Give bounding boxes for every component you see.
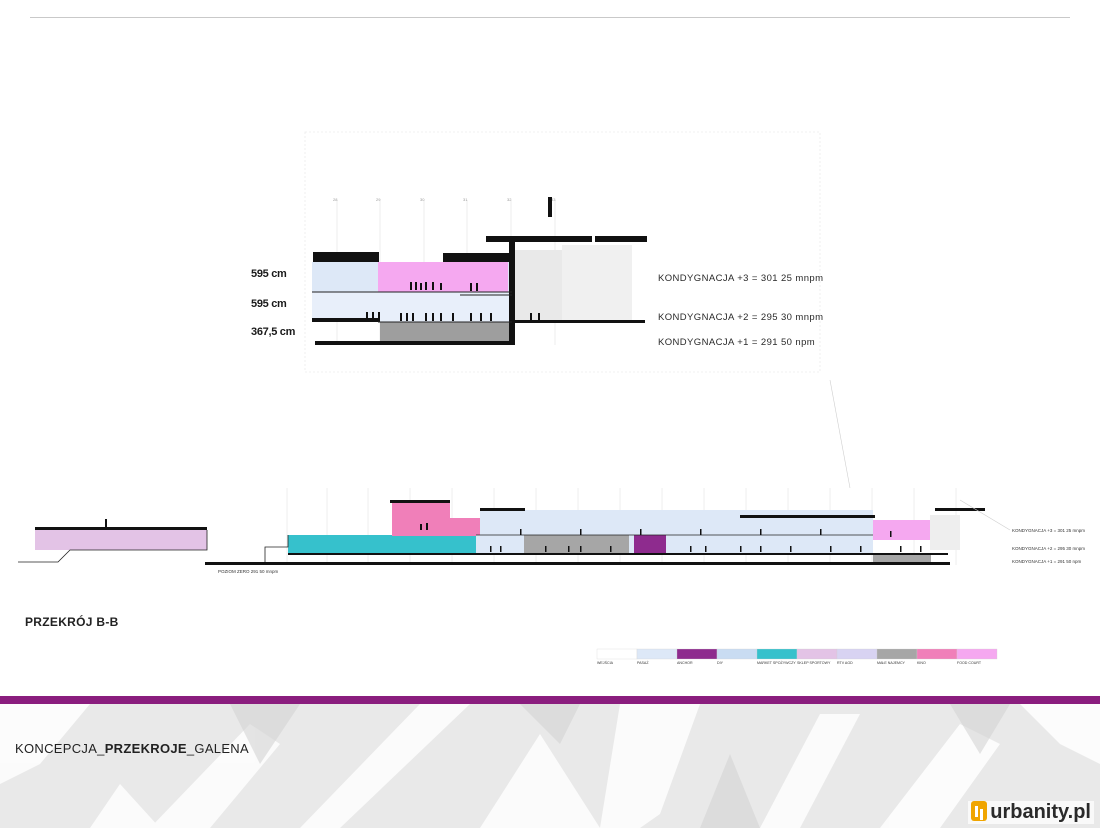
legend-swatch-male bbox=[876, 648, 918, 660]
legend-swatch-wejscia bbox=[596, 648, 638, 660]
svg-text:32: 32 bbox=[507, 197, 512, 202]
upper-axis-numbers: 28 29 30 31 32 33 bbox=[333, 197, 556, 202]
architectural-section-drawing: 28 29 30 31 32 33 bbox=[18, 131, 1011, 660]
svg-text:30: 30 bbox=[420, 197, 425, 202]
footer-title-prefix: KONCEPCJA_ bbox=[15, 741, 105, 756]
level-label-plus3: KONDYGNACJA +3 = 301 25 mnpm bbox=[658, 273, 824, 284]
svg-text:31: 31 bbox=[463, 197, 468, 202]
legend-label: MARKET SPOŻYWCZY bbox=[757, 661, 796, 665]
footer-title-suffix: _GALENA bbox=[186, 741, 249, 756]
footer-pattern bbox=[0, 704, 1100, 828]
lower-level-plus1: KONDYGNACJA +1 = 291 50 npm bbox=[1012, 559, 1082, 564]
upper-section-frame bbox=[304, 131, 821, 373]
legend-label: WEJŚCIA bbox=[597, 661, 613, 665]
legend-swatches bbox=[596, 648, 998, 660]
legend-label: ANCHOR bbox=[677, 661, 693, 665]
lower-level-plus3: KONDYGNACJA +3 = 301 25 mnpm bbox=[1012, 528, 1086, 533]
legend-label: KINO bbox=[917, 661, 926, 665]
lower-people bbox=[420, 523, 922, 552]
footer-title-bold: PRZEKROJE bbox=[104, 741, 187, 756]
leader-lines bbox=[829, 379, 1011, 531]
ground-level-label: POZIOM ZERO 291 50 mnpm bbox=[218, 569, 279, 574]
legend-label: SKLEP SPORTOWY bbox=[797, 661, 831, 665]
lower-slabs bbox=[35, 500, 985, 565]
legend-swatch-sport bbox=[796, 648, 838, 660]
upper-people bbox=[366, 282, 540, 321]
legend-swatch-pasaz bbox=[636, 648, 678, 660]
height-label-3: 367,5 cm bbox=[251, 326, 296, 338]
legend-swatch-rtv bbox=[836, 648, 878, 660]
level-label-plus1: KONDYGNACJA +1 = 291 50 npm bbox=[658, 337, 816, 348]
brand-watermark: urbanity.pl bbox=[968, 801, 1094, 824]
svg-text:29: 29 bbox=[376, 197, 381, 202]
legend-swatch-market bbox=[756, 648, 798, 660]
legend-label: RTV AGD bbox=[837, 661, 853, 665]
legend-label: MAŁE NAJEMCY bbox=[877, 661, 905, 665]
brand-name: urbanity.pl bbox=[990, 801, 1091, 823]
section-title: PRZEKRÓJ B-B bbox=[25, 615, 119, 629]
legend-swatch-kino bbox=[916, 648, 958, 660]
lower-outline bbox=[18, 530, 873, 563]
legend-label: FOOD COURT bbox=[957, 661, 982, 665]
top-rule bbox=[30, 17, 1070, 18]
upper-floor-lines bbox=[312, 291, 512, 323]
level-label-plus2: KONDYGNACJA +2 = 295 30 mnpm bbox=[658, 312, 824, 323]
upper-floors bbox=[312, 245, 632, 344]
footer-title: KONCEPCJA_PRZEKROJE_GALENA bbox=[15, 741, 249, 756]
legend-label: PASAŻ bbox=[637, 661, 649, 665]
legend-swatch-diy bbox=[716, 648, 758, 660]
lower-level-plus2: KONDYGNACJA +2 = 295 30 mnpm bbox=[1012, 546, 1086, 551]
height-label-1: 595 cm bbox=[251, 268, 287, 280]
brand-logo-icon bbox=[971, 801, 988, 821]
footer-pattern-band bbox=[0, 704, 1100, 828]
height-label-2: 595 cm bbox=[251, 298, 287, 310]
legend-label: DIY bbox=[717, 661, 723, 665]
lower-colored-zones bbox=[35, 502, 960, 562]
legend-swatch-food bbox=[956, 648, 998, 660]
svg-text:33: 33 bbox=[551, 197, 556, 202]
svg-text:28: 28 bbox=[333, 197, 338, 202]
footer-accent-stripe bbox=[0, 696, 1100, 704]
legend-swatch-anchor bbox=[676, 648, 718, 660]
